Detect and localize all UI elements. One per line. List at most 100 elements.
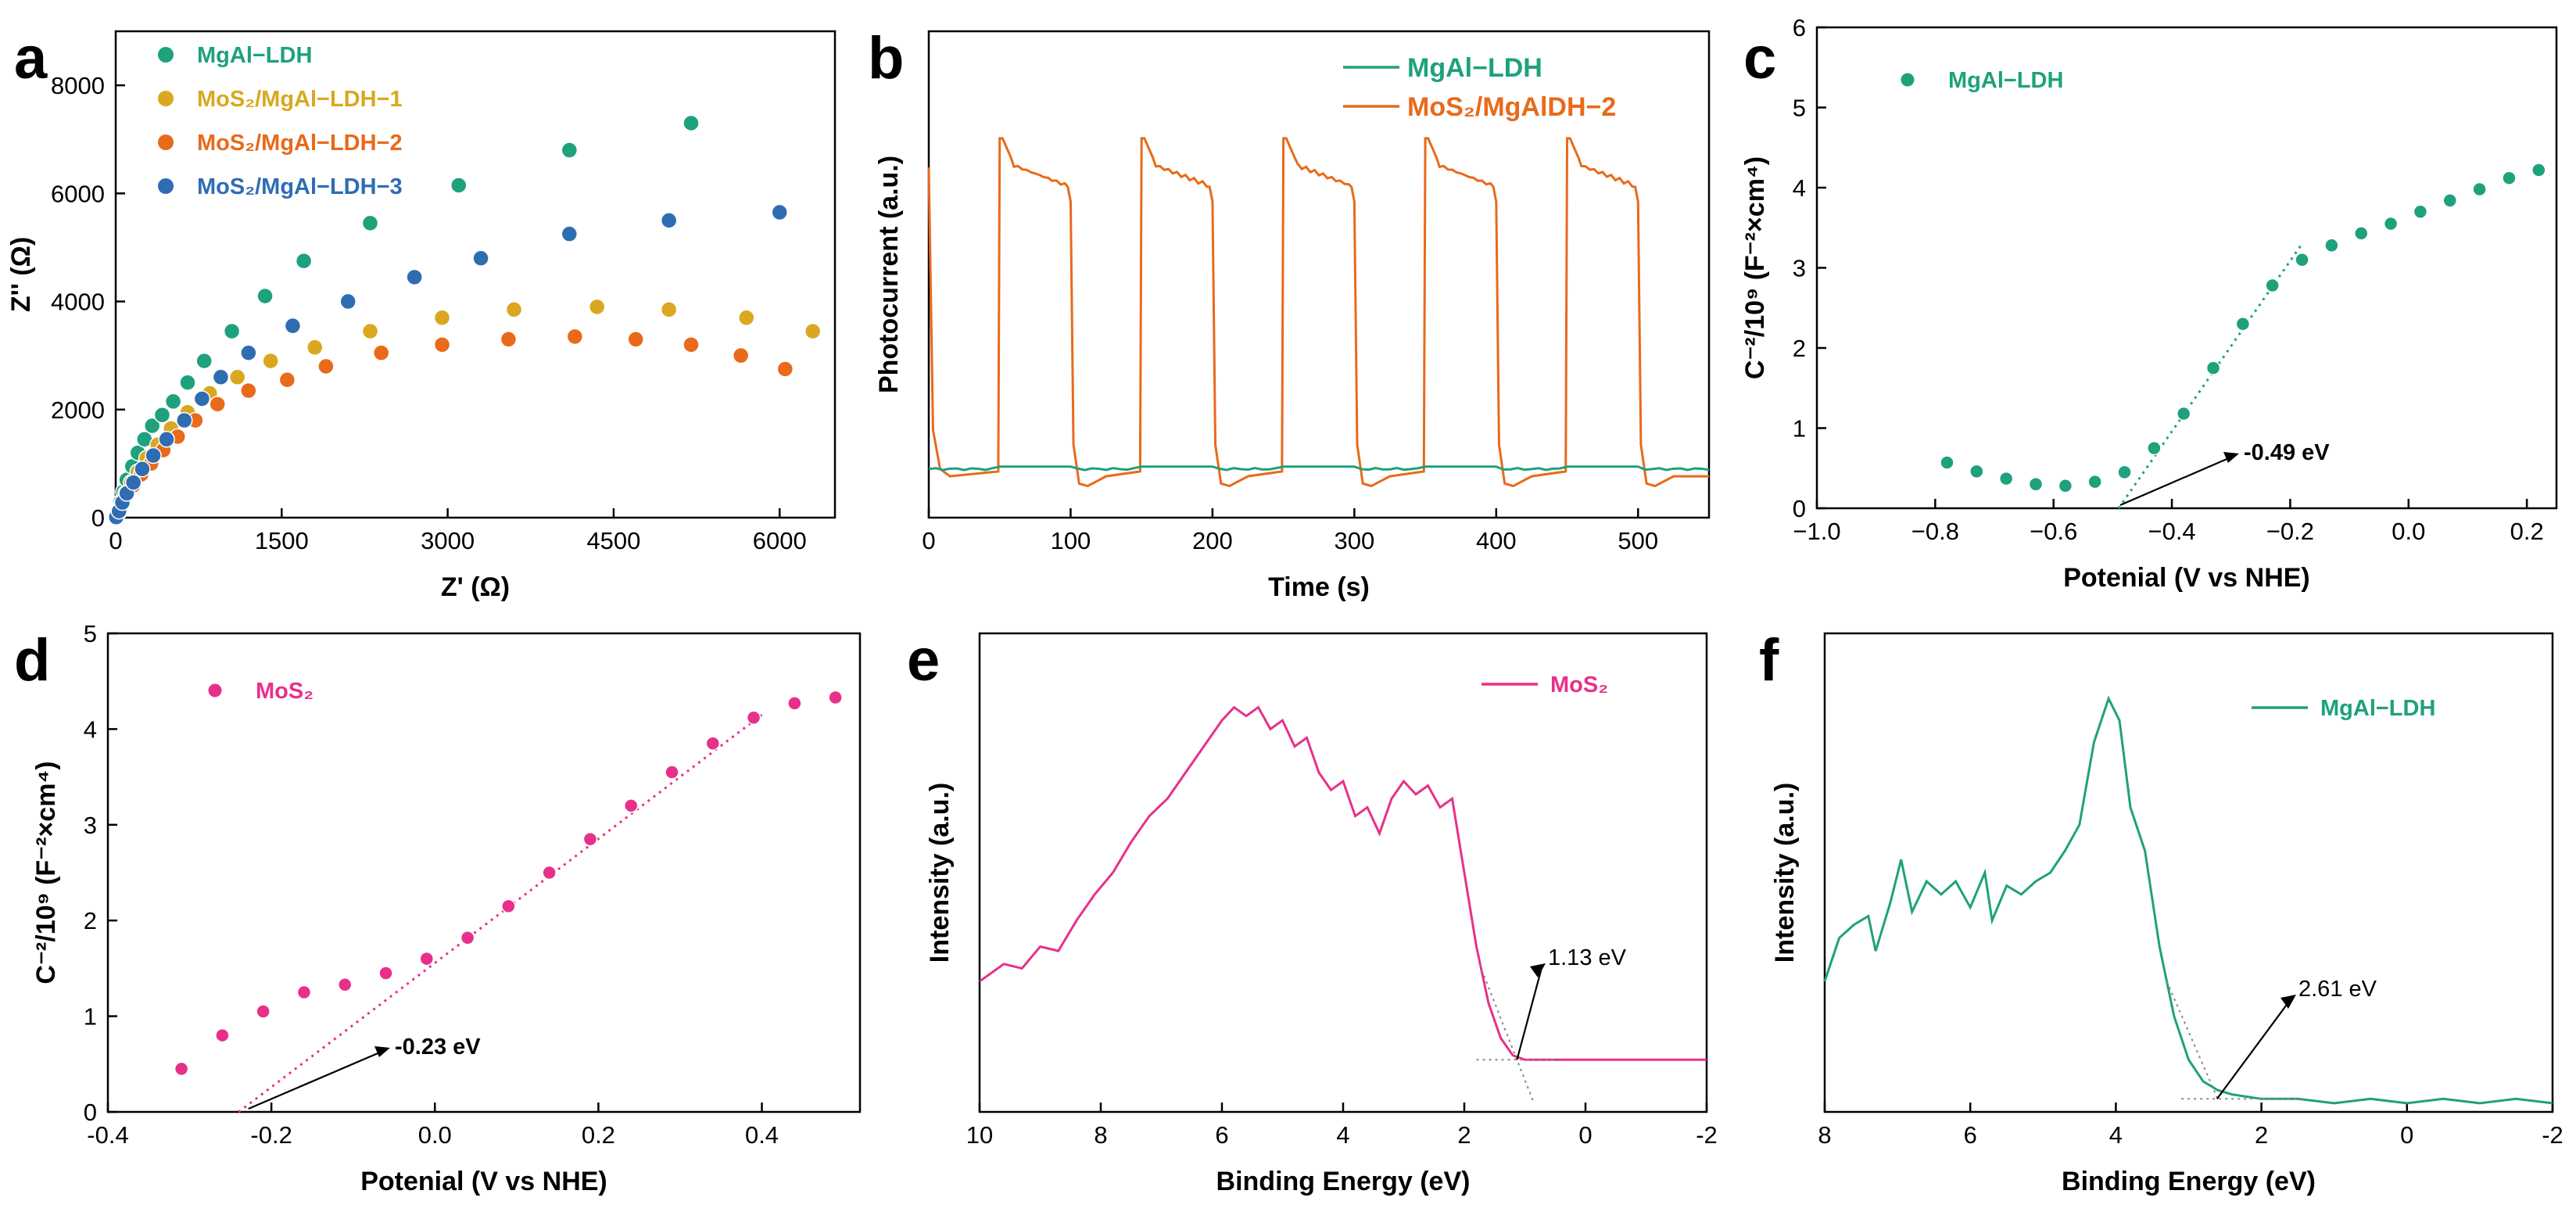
x-tick-label: -2: [2542, 1121, 2563, 1149]
data-point: [256, 1004, 270, 1019]
data-point: [561, 142, 579, 159]
x-tick-label: 3000: [421, 527, 475, 554]
y-axis-label: C⁻²/10⁹ (F⁻²×cm⁴): [31, 761, 61, 984]
x-tick-label: 400: [1476, 527, 1517, 554]
series-line: [979, 705, 1707, 1061]
x-tick-label: 0: [922, 527, 935, 554]
panel-f: f 8 6 4 2 0 -2 Binding Energy (eV) Intensity (a.…: [1759, 627, 2563, 1196]
panel-c: c −1.0 −0.8 −0.6 −0.4 −0.2 0.0 0.2 0 1 2 3 4 5 6 Poteni…: [1740, 14, 2558, 593]
x-tick-label: 0.4: [745, 1121, 779, 1149]
arrow-head: [2280, 995, 2296, 1009]
x-tick-label: 0.0: [418, 1121, 452, 1149]
data-point: [623, 798, 639, 813]
data-point: [460, 930, 475, 945]
data-point: [2117, 464, 2132, 480]
y-tick-label: 4: [84, 715, 97, 743]
y-tick-label: 2: [1793, 335, 1806, 362]
data-point: [776, 360, 794, 378]
y-tick-label: 3: [1793, 255, 1806, 282]
data-point: [433, 336, 451, 353]
legend-label: MgAl−LDH: [2320, 696, 2435, 721]
y-axis-label: Intensity (a.u.): [925, 783, 955, 963]
data-point: [164, 393, 182, 411]
x-tick-label: 2: [1457, 1121, 1471, 1149]
data-point: [378, 966, 393, 981]
legend-label: MoS₂/MgAl−LDH−2: [197, 131, 403, 156]
data-point: [372, 344, 390, 361]
panel-e: e 10 8 6 4 2 0 -2 Binding Energy (eV) Intensity (…: [907, 627, 1718, 1196]
data-point: [2295, 253, 2309, 267]
data-point: [787, 696, 802, 711]
panel-label: b: [868, 25, 904, 91]
panel-label: e: [907, 627, 940, 694]
x-axis-label: Binding Energy (eV): [2062, 1167, 2316, 1196]
annotation-arrow: [2216, 995, 2294, 1099]
y-tick-label: 2000: [51, 396, 105, 424]
data-point: [419, 951, 435, 966]
data-point: [705, 736, 721, 751]
legend-label: MgAl−LDH: [1407, 53, 1542, 83]
x-tick-label: -0.4: [87, 1121, 128, 1149]
y-tick-label: 6000: [51, 180, 105, 207]
y-axis-label: C⁻²/10⁹ (F⁻²×cm⁴): [1740, 156, 1770, 379]
data-point: [2205, 360, 2221, 375]
data-point: [500, 331, 518, 348]
data-point: [2058, 479, 2073, 493]
y-tick-label: 2: [84, 907, 97, 934]
panel-label: c: [1743, 25, 1776, 91]
y-tick-label: 3: [84, 812, 97, 839]
arrow-head: [2223, 452, 2239, 463]
x-tick-label: −0.8: [1911, 518, 1959, 545]
annotation-arrow: [1516, 964, 1544, 1060]
data-point: [295, 252, 313, 270]
y-tick-label: 6: [1793, 14, 1806, 41]
x-axis-label: Potenial (V vs NHE): [2063, 563, 2310, 593]
x-tick-label: 0.2: [2510, 518, 2544, 545]
legend-marker: [158, 91, 174, 106]
data-point: [228, 368, 246, 386]
x-tick-label: -0.2: [250, 1121, 292, 1149]
x-tick-label: 8: [1818, 1121, 1831, 1149]
plot-frame: [978, 632, 1708, 1113]
data-point: [804, 322, 822, 340]
data-point: [828, 690, 843, 705]
legend-marker: [1901, 73, 1915, 87]
y-axis-label: Photocurrent (a.u.): [874, 156, 904, 393]
series-line-green: [928, 465, 1710, 472]
x-tick-label: 2: [2255, 1121, 2268, 1149]
annotation-label: 1.13 eV: [1548, 945, 1627, 970]
y-tick-label: 5: [1793, 95, 1806, 122]
data-point: [588, 298, 606, 316]
data-point: [683, 336, 700, 353]
data-point: [209, 396, 226, 413]
legend-label: MoS₂: [256, 679, 313, 704]
y-tick-label: 4000: [51, 289, 105, 316]
data-point: [145, 446, 162, 464]
legend-label: MoS₂: [1550, 672, 1608, 697]
data-point: [2531, 163, 2546, 177]
data-point: [176, 411, 193, 429]
x-tick-label: 500: [1618, 527, 1658, 554]
arrow-head: [374, 1046, 390, 1057]
tangent-fit: [2166, 981, 2219, 1099]
x-tick-label: 10: [966, 1121, 993, 1149]
x-tick-label: 4500: [586, 527, 640, 554]
tangent-fit: [1478, 963, 1535, 1104]
data-point: [406, 268, 423, 286]
x-tick-label: 300: [1334, 527, 1374, 554]
data-point: [212, 368, 230, 386]
panel-a: a 0 1500 3000 4500 6000 0 2000 4000 6000 8000 Z' (Ω…: [6, 25, 837, 602]
arrow-head: [1530, 963, 1546, 977]
x-tick-label: −0.2: [2266, 518, 2314, 545]
x-tick-label: −1.0: [1793, 518, 1840, 545]
data-point: [2265, 278, 2280, 293]
data-point: [582, 831, 598, 847]
y-tick-label: 0: [1793, 495, 1806, 522]
legend-marker: [158, 134, 174, 150]
data-point: [665, 765, 679, 780]
x-axis-label: Binding Energy (eV): [1216, 1167, 1471, 1196]
data-point: [2354, 226, 2369, 241]
data-point: [179, 374, 196, 391]
data-point: [660, 301, 678, 318]
data-point: [240, 382, 257, 400]
